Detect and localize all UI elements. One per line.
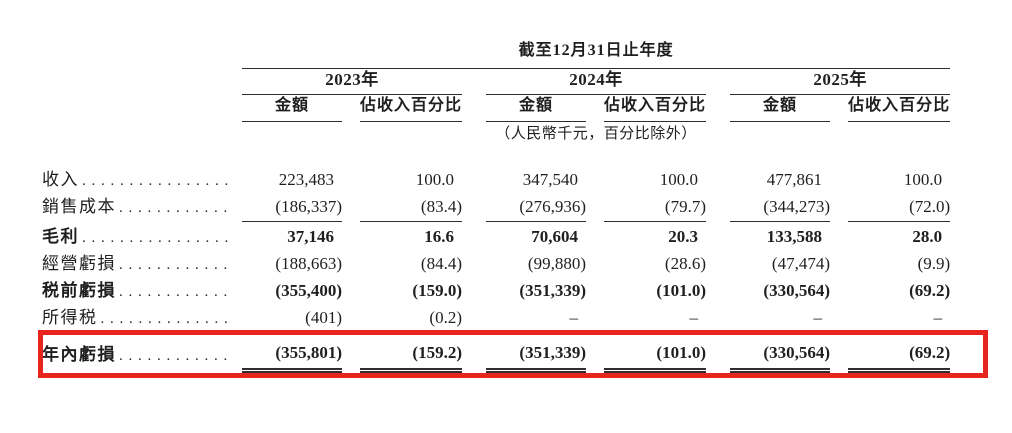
table-unit-note-row: （人民幣千元，百分比除外） xyxy=(42,121,950,145)
table-header-row-years: 2023年 2024年 2025年 xyxy=(42,68,951,95)
amount-cell: (351,339) xyxy=(519,281,586,301)
row-operating-loss: 經營虧損 (188,663) (84.4) (99,880) (28.6) (4… xyxy=(42,251,950,278)
amount-cell: (276,936) xyxy=(486,194,586,222)
amount-cell: (355,801) xyxy=(242,332,342,373)
pct-cell: (0.2) xyxy=(360,305,462,333)
pct-cell: (84.4) xyxy=(420,254,462,274)
pct-cell: (28.6) xyxy=(664,254,706,274)
amount-cell: (188,663) xyxy=(275,254,342,274)
row-gross-profit: 毛利 37,146 16.6 70,604 20.3 133,588 28.0 xyxy=(42,221,950,251)
amount-cell: 223,483 xyxy=(278,170,334,190)
amount-cell: (99,880) xyxy=(527,254,586,274)
amount-cell: (330,564) xyxy=(730,332,830,373)
pct-cell: – xyxy=(848,305,951,333)
pct-cell: (9.9) xyxy=(917,254,951,274)
pct-cell: (159.0) xyxy=(412,281,462,301)
amount-cell: (351,339) xyxy=(486,332,586,373)
pct-cell: (69.2) xyxy=(848,332,951,373)
pct-header-2025: 佔收入百分比 xyxy=(848,94,951,122)
pct-cell: (83.4) xyxy=(360,194,462,222)
dot-leader xyxy=(79,170,228,190)
amount-header-2024: 金額 xyxy=(486,94,586,122)
year-header-2024: 2024年 xyxy=(486,68,706,95)
row-label: 收入 xyxy=(42,169,79,189)
row-loss-for-the-year: 年內虧損 (355,801) (159.2) (351,339) (101.0)… xyxy=(42,332,951,373)
amount-cell: 477,861 xyxy=(766,170,822,190)
pct-cell: (72.0) xyxy=(848,194,951,222)
row-loss-before-tax: 税前虧損 (355,400) (159.0) (351,339) (101.0)… xyxy=(42,278,950,305)
amount-cell: – xyxy=(730,305,830,333)
dot-leader xyxy=(116,345,228,365)
pct-cell: (101.0) xyxy=(604,332,706,373)
dot-leader xyxy=(116,254,228,274)
row-label: 所得税 xyxy=(42,307,98,327)
year-header-2023: 2023年 xyxy=(242,68,462,95)
pct-cell: – xyxy=(604,305,706,333)
dot-leader xyxy=(98,308,229,328)
row-label: 年內虧損 xyxy=(42,344,116,364)
pct-cell: 16.6 xyxy=(424,227,454,247)
table-header-row-spanner: 截至12月31日止年度 xyxy=(42,30,951,69)
amount-cell: (401) xyxy=(242,305,342,333)
amount-cell: 133,588 xyxy=(766,227,822,247)
row-label: 經營虧損 xyxy=(42,253,116,273)
row-income-tax: 所得税 (401) (0.2) – – – – xyxy=(42,305,951,333)
amount-header-2025: 金額 xyxy=(730,94,830,122)
row-label: 銷售成本 xyxy=(42,196,116,216)
unit-note: （人民幣千元，百分比除外） xyxy=(495,125,697,142)
pct-header-2023: 佔收入百分比 xyxy=(360,94,462,122)
pct-cell: (79.7) xyxy=(604,194,706,222)
pct-cell: 100.0 xyxy=(659,170,698,190)
pct-cell: 28.0 xyxy=(912,227,943,247)
row-revenue: 收入 223,483 100.0 347,540 100.0 477,861 1… xyxy=(42,167,950,194)
amount-cell: (344,273) xyxy=(730,194,830,222)
amount-cell: – xyxy=(486,305,586,333)
pct-cell: (159.2) xyxy=(360,332,462,373)
pct-cell: (69.2) xyxy=(909,281,951,301)
row-label: 毛利 xyxy=(42,226,79,246)
amount-header-2023: 金額 xyxy=(242,94,342,122)
period-spanner-header: 截至12月31日止年度 xyxy=(242,30,951,69)
year-header-2025: 2025年 xyxy=(730,68,951,95)
pct-cell: 100.0 xyxy=(415,170,454,190)
pct-header-2024: 佔收入百分比 xyxy=(604,94,706,122)
dot-leader xyxy=(116,197,228,217)
amount-cell: 37,146 xyxy=(287,227,334,247)
amount-cell: 347,540 xyxy=(522,170,578,190)
spacer-row xyxy=(42,145,950,167)
table-header-row-subcolumns: 金額 佔收入百分比 金額 佔收入百分比 金額 佔收入百分比 xyxy=(42,94,951,122)
amount-cell: (355,400) xyxy=(275,281,342,301)
financial-summary-table: 截至12月31日止年度 2023年 2024年 2025年 金額 佔收入百分比 … xyxy=(42,30,951,373)
amount-cell: (330,564) xyxy=(763,281,830,301)
amount-cell: (47,474) xyxy=(771,254,830,274)
amount-cell: (186,337) xyxy=(242,194,342,222)
pct-cell: 20.3 xyxy=(668,227,698,247)
row-cost-of-sales: 銷售成本 (186,337) (83.4) (276,936) (79.7) (… xyxy=(42,194,951,222)
pct-cell: (101.0) xyxy=(656,281,706,301)
dot-leader xyxy=(79,227,228,247)
row-label: 税前虧損 xyxy=(42,280,116,300)
amount-cell: 70,604 xyxy=(531,227,578,247)
dot-leader xyxy=(116,281,228,301)
pct-cell: 100.0 xyxy=(903,170,943,190)
